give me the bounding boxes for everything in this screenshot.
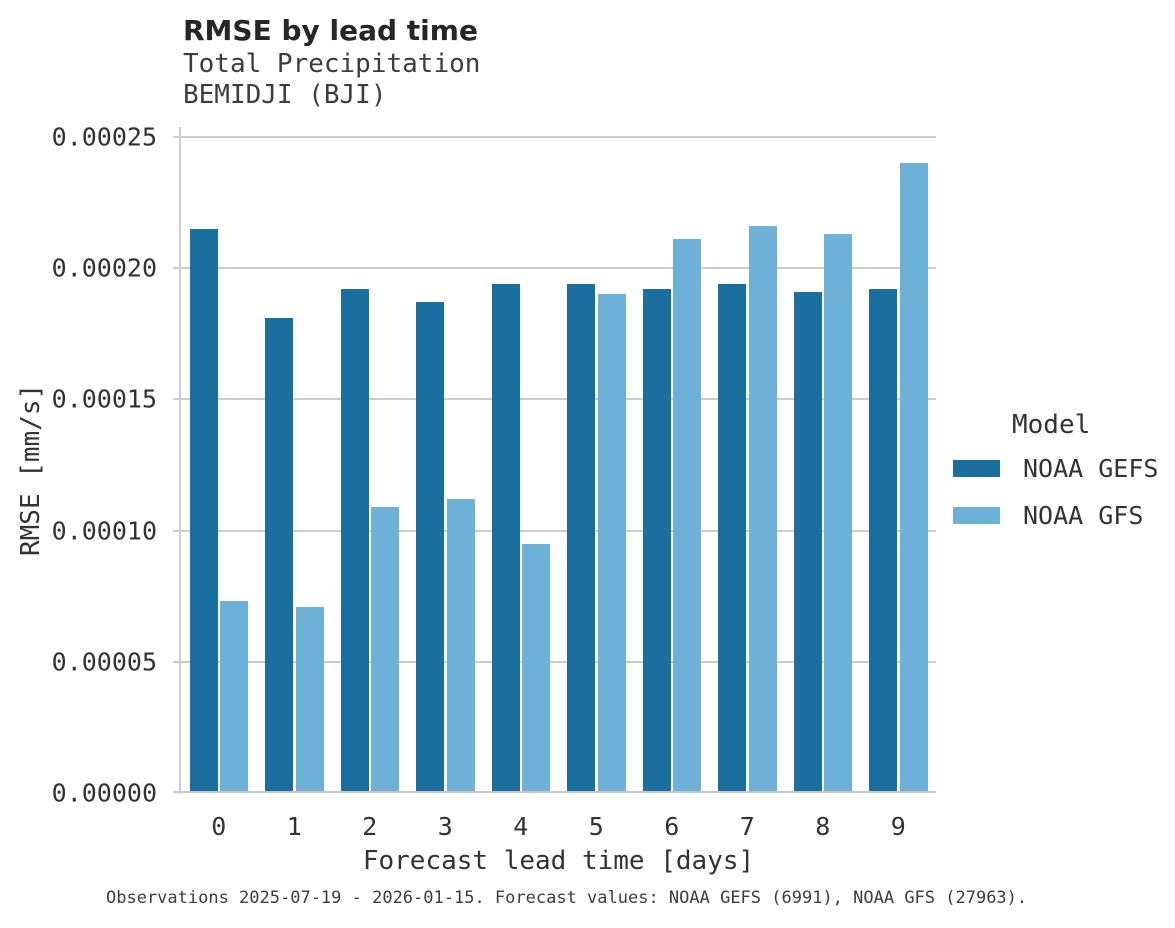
bar-noaa-gfs-day-8 (824, 234, 852, 793)
footer-caption: Observations 2025-07-19 - 2026-01-15. Fo… (106, 888, 1028, 908)
plot-area (173, 136, 936, 793)
legend-label-noaa-gfs: NOAA GFS (1023, 501, 1144, 530)
y-tick-mark-0.00010 (173, 530, 181, 532)
bar-noaa-gfs-day-1 (295, 607, 324, 793)
chart-subtitle-variable: Total Precipitation (183, 49, 481, 79)
bar-noaa-gefs-day-7 (718, 284, 746, 793)
legend: Model NOAA GEFS NOAA GFS (950, 410, 1158, 548)
y-tick-mark-0.00000 (173, 791, 181, 793)
bar-noaa-gefs-day-3 (416, 302, 444, 793)
x-tick-label-0: 0 (211, 812, 227, 841)
x-tick-label-3: 3 (437, 812, 453, 841)
legend-swatch-noaa-gfs (953, 507, 1000, 524)
y-tick-mark-0.00025 (173, 136, 181, 138)
bar-noaa-gfs-day-3 (446, 499, 475, 793)
x-axis-labels: 0 1 2 3 4 5 6 7 8 9 (181, 812, 936, 842)
bar-noaa-gfs-day-7 (748, 226, 777, 793)
x-tick-label-5: 5 (588, 812, 604, 841)
legend-label-noaa-gefs: NOAA GEFS (1023, 454, 1159, 483)
gridline-0.00015 (181, 398, 936, 400)
chart-title: RMSE by lead time (183, 14, 478, 47)
bar-noaa-gfs-day-5 (597, 294, 626, 793)
x-tick-label-8: 8 (815, 812, 831, 841)
gridline-0.00020 (181, 267, 936, 269)
y-tick-label-0.00005: 0.00005 (51, 647, 157, 677)
x-tick-label-6: 6 (664, 812, 680, 841)
bar-noaa-gefs-day-1 (265, 318, 293, 793)
bar-noaa-gfs-day-2 (371, 507, 399, 793)
bar-noaa-gefs-day-4 (491, 284, 520, 793)
bar-noaa-gefs-day-8 (793, 292, 822, 793)
chart-subtitle-station: BEMIDJI (BJI) (183, 80, 387, 110)
y-tick-mark-0.00005 (173, 661, 181, 663)
bar-noaa-gfs-day-6 (673, 239, 701, 793)
x-tick-label-1: 1 (286, 812, 302, 841)
y-tick-label-0.00015: 0.00015 (51, 384, 157, 414)
bar-noaa-gefs-day-0 (189, 229, 218, 793)
y-tick-label-0.00020: 0.00020 (51, 253, 157, 283)
bar-noaa-gefs-day-5 (567, 284, 595, 793)
y-axis-labels: 0.00000 0.00005 0.00010 0.00015 0.00020 0.000… (0, 123, 157, 808)
y-tick-label-0.00000: 0.00000 (51, 778, 157, 808)
gridline-0.00005 (181, 661, 936, 663)
legend-title: Model (1012, 410, 1091, 440)
bar-noaa-gfs-day-0 (220, 601, 248, 793)
x-tick-label-2: 2 (362, 812, 378, 841)
x-tick-label-4: 4 (513, 812, 529, 841)
bar-noaa-gefs-day-2 (340, 289, 369, 793)
y-tick-label-0.00025: 0.00025 (51, 122, 157, 152)
title-block: RMSE by lead time Total Precipitation BE… (183, 13, 480, 111)
x-tick-label-9: 9 (890, 812, 906, 841)
gridline-0.00025 (181, 136, 936, 138)
gridline-0.00000 (181, 791, 936, 793)
y-axis-spine (179, 127, 181, 794)
y-tick-mark-0.00020 (173, 267, 181, 269)
gridline-0.00010 (181, 530, 936, 532)
x-tick-label-7: 7 (739, 812, 755, 841)
y-tick-label-0.00010: 0.00010 (51, 516, 157, 546)
bar-noaa-gefs-day-9 (869, 289, 897, 793)
bar-noaa-gfs-day-4 (522, 544, 550, 793)
bar-noaa-gfs-day-9 (899, 163, 928, 793)
legend-swatch-noaa-gefs (953, 460, 1000, 477)
legend-item-noaa-gefs: NOAA GEFS (953, 454, 1158, 483)
y-tick-mark-0.00015 (173, 398, 181, 400)
x-axis-title: Forecast lead time [days] (362, 846, 755, 876)
legend-item-noaa-gfs: NOAA GFS (953, 501, 1158, 530)
bar-noaa-gefs-day-6 (642, 289, 671, 793)
